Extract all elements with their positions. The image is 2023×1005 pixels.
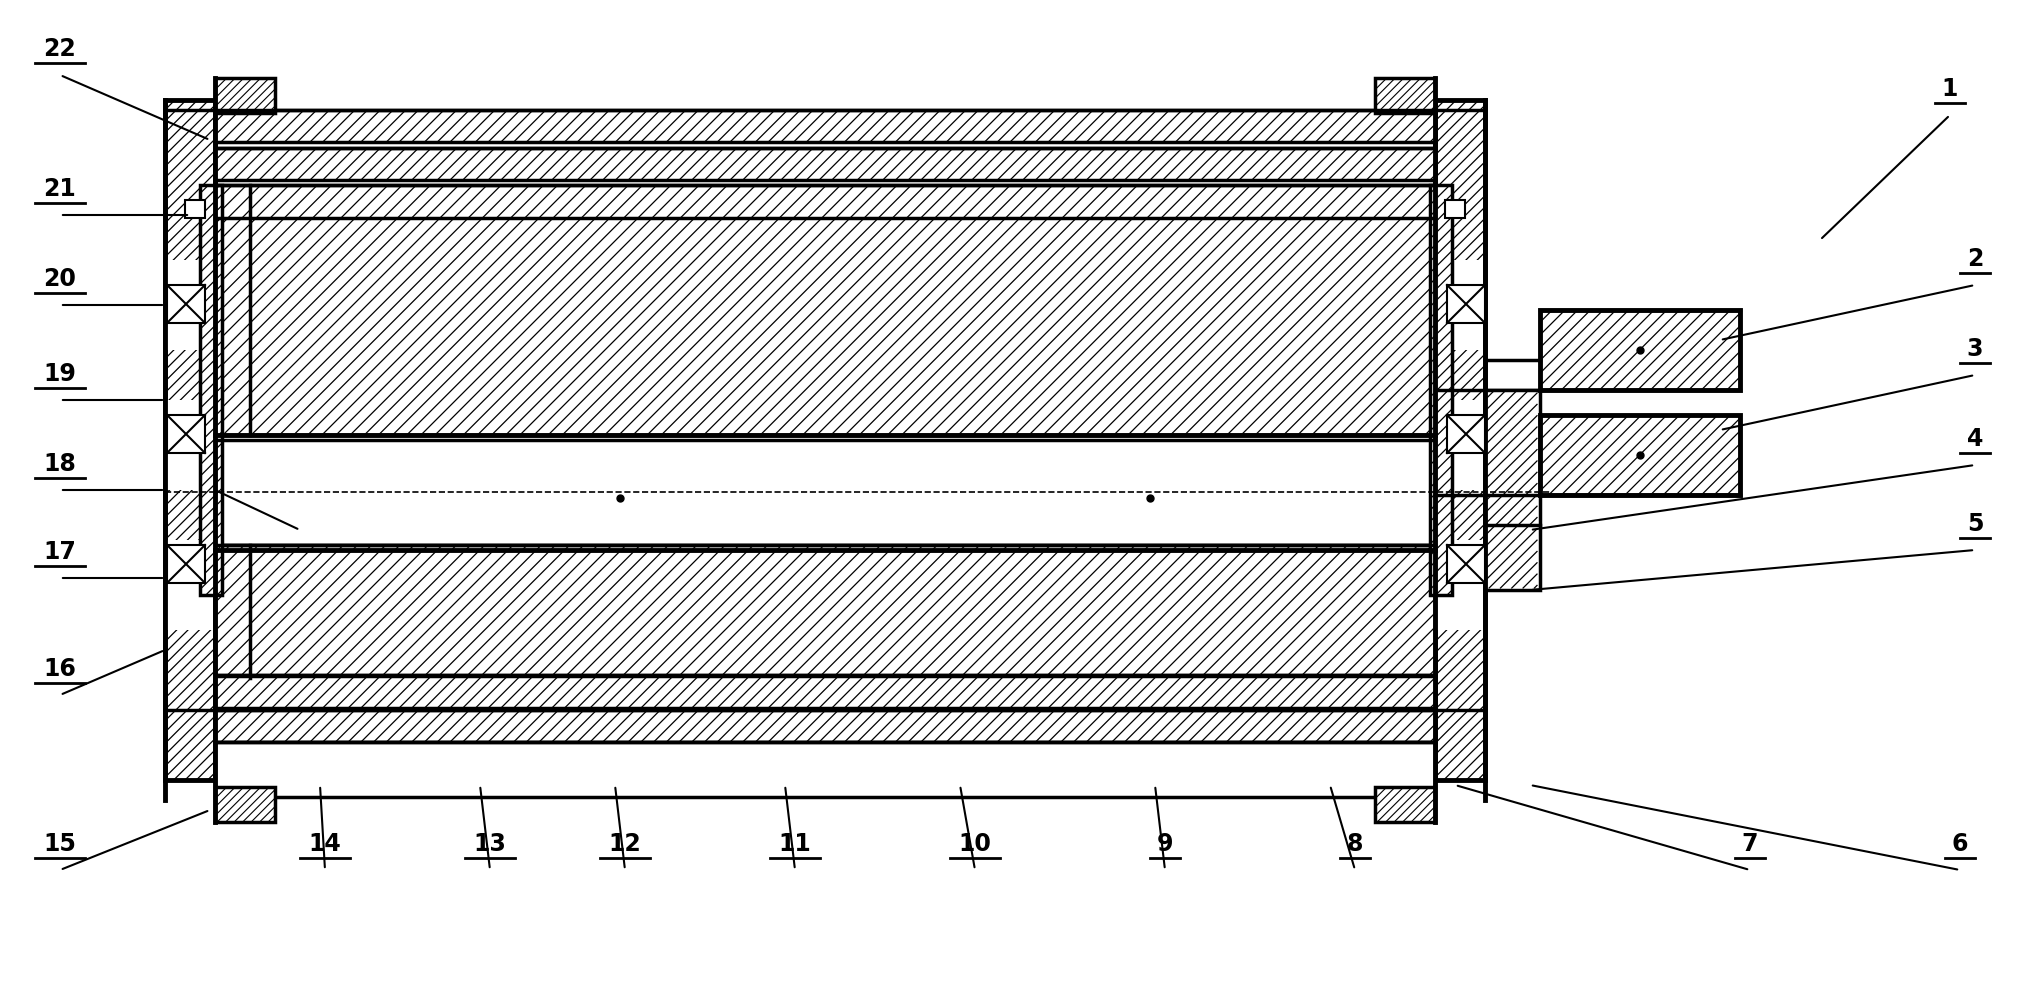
Bar: [1436, 540, 1483, 630]
Text: 12: 12: [609, 832, 641, 856]
Text: 10: 10: [959, 832, 991, 856]
Text: 3: 3: [1966, 337, 1983, 361]
Bar: [1444, 200, 1465, 218]
Bar: [1434, 100, 1485, 780]
Text: 11: 11: [779, 832, 811, 856]
Bar: [168, 540, 212, 630]
Text: 17: 17: [45, 540, 77, 564]
Bar: [214, 710, 1434, 742]
Bar: [168, 415, 204, 453]
Bar: [1540, 415, 1740, 495]
Bar: [214, 148, 1434, 180]
Bar: [168, 400, 212, 490]
Bar: [214, 78, 275, 113]
Text: 22: 22: [45, 37, 77, 61]
Text: 15: 15: [45, 832, 77, 856]
Text: 4: 4: [1966, 427, 1983, 451]
Bar: [166, 100, 214, 780]
Text: 1: 1: [1940, 77, 1956, 101]
Text: 14: 14: [307, 832, 342, 856]
Bar: [214, 185, 1434, 435]
Bar: [214, 545, 1434, 675]
Bar: [200, 185, 223, 595]
Bar: [214, 787, 275, 822]
Bar: [1540, 310, 1740, 390]
Bar: [1446, 285, 1485, 323]
Bar: [168, 260, 212, 350]
Bar: [1487, 392, 1535, 588]
Text: 13: 13: [473, 832, 506, 856]
Text: 16: 16: [45, 657, 77, 681]
Bar: [168, 285, 204, 323]
Bar: [168, 545, 204, 583]
Text: 19: 19: [45, 362, 77, 386]
Text: 18: 18: [45, 452, 77, 476]
Text: 9: 9: [1157, 832, 1173, 856]
Text: 20: 20: [45, 267, 77, 291]
Bar: [1446, 415, 1485, 453]
Text: 21: 21: [45, 177, 77, 201]
Text: 5: 5: [1966, 512, 1983, 536]
Text: 7: 7: [1742, 832, 1758, 856]
Text: 2: 2: [1966, 247, 1983, 271]
Bar: [184, 200, 204, 218]
Bar: [1436, 260, 1483, 350]
Bar: [214, 676, 1434, 708]
Bar: [1485, 390, 1540, 590]
Bar: [1436, 400, 1483, 490]
Bar: [1430, 185, 1450, 595]
Bar: [1374, 78, 1434, 113]
Bar: [1374, 787, 1434, 822]
Text: 6: 6: [1950, 832, 1966, 856]
Bar: [214, 435, 1434, 545]
Bar: [214, 110, 1434, 142]
Bar: [1446, 545, 1485, 583]
Text: 8: 8: [1345, 832, 1364, 856]
Bar: [214, 742, 1434, 797]
